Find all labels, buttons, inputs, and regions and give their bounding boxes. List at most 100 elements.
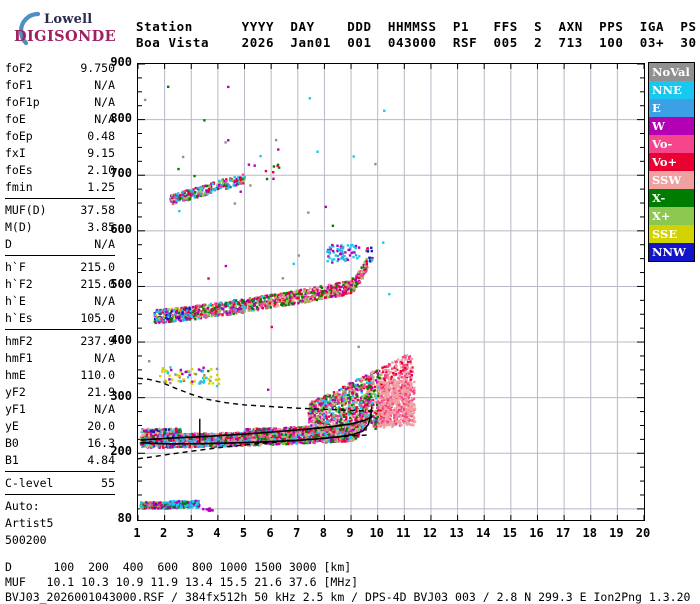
x-tick-label: 16 — [521, 526, 551, 540]
y-tick-label: 200 — [96, 444, 132, 458]
y-tick-label: 600 — [96, 222, 132, 236]
table-divider-4 — [5, 471, 115, 472]
param-value: 9.15 — [87, 145, 115, 162]
legend-item-sse[interactable]: SSE — [649, 225, 694, 243]
param-key: foF1p — [5, 94, 40, 111]
plot-gridlines — [138, 64, 644, 520]
legend-item-ssw[interactable]: SSW — [649, 171, 694, 189]
x-tick-label: 1 — [122, 526, 152, 540]
param-value: N/A — [94, 236, 115, 253]
param-key: h`F — [5, 259, 26, 276]
param-row-hes: h`Es 105.0 — [5, 310, 115, 327]
lowell-digisonde-logo: Lowell DIGISONDE — [8, 8, 128, 50]
table-divider-3 — [5, 329, 115, 330]
param-key: hmF1 — [5, 350, 33, 367]
param-key: foEp — [5, 128, 33, 145]
param-value: N/A — [94, 293, 115, 310]
param-key: yF1 — [5, 401, 26, 418]
param-key: D — [5, 236, 12, 253]
y-tick-label: 80 — [96, 511, 132, 525]
param-key: MUF(D) — [5, 202, 47, 219]
param-key: foEs — [5, 162, 33, 179]
legend-item-noval[interactable]: NoVal — [649, 63, 694, 81]
plot-ticks — [138, 64, 644, 520]
param-value: 105.0 — [80, 310, 115, 327]
param-key: foF1 — [5, 77, 33, 94]
param-key: hmE — [5, 367, 26, 384]
legend-item-nne[interactable]: NNE — [649, 81, 694, 99]
y-tick-label: 400 — [96, 333, 132, 347]
x-tick-label: 15 — [495, 526, 525, 540]
legend-item-nnw[interactable]: NNW — [649, 243, 694, 261]
x-tick-label: 20 — [628, 526, 658, 540]
param-value: N/A — [94, 350, 115, 367]
legend-item-x[interactable]: X- — [649, 189, 694, 207]
y-tick-label: 300 — [96, 389, 132, 403]
param-row-fof1p: foF1p N/A — [5, 94, 115, 111]
x-tick-label: 6 — [255, 526, 285, 540]
x-tick-label: 17 — [548, 526, 578, 540]
legend-item-vo[interactable]: Vo- — [649, 135, 694, 153]
param-value: 20.0 — [87, 418, 115, 435]
x-tick-label: 3 — [175, 526, 205, 540]
param-value: 55 — [101, 475, 115, 492]
y-tick-label: 700 — [96, 166, 132, 180]
param-key: B0 — [5, 435, 19, 452]
x-tick-label: 9 — [335, 526, 365, 540]
param-value: N/A — [94, 94, 115, 111]
table-divider-2 — [5, 255, 115, 256]
param-key: M(D) — [5, 219, 33, 236]
param-row-mufd: MUF(D)37.58 — [5, 202, 115, 219]
param-key: yF2 — [5, 384, 26, 401]
param-value: N/A — [94, 401, 115, 418]
table-divider-1 — [5, 198, 115, 199]
param-row-hf: h`F 215.0 — [5, 259, 115, 276]
param-value: N/A — [94, 77, 115, 94]
y-tick-label: 500 — [96, 277, 132, 291]
param-key: fxI — [5, 145, 26, 162]
x-tick-label: 10 — [362, 526, 392, 540]
x-tick-label: 7 — [282, 526, 312, 540]
param-row-he: h`E N/A — [5, 293, 115, 310]
param-value: 1.25 — [87, 179, 115, 196]
param-row-hme: hmE 110.0 — [5, 367, 115, 384]
x-tick-label: 13 — [442, 526, 472, 540]
param-key: yE — [5, 418, 19, 435]
logo-digisonde-text: DIGISONDE — [14, 28, 116, 45]
param-key: h`F2 — [5, 276, 33, 293]
param-key: B1 — [5, 452, 19, 469]
param-value: 215.0 — [80, 259, 115, 276]
param-row-fxi: fxI 9.15 — [5, 145, 115, 162]
station-header: Station YYYY DAY DDD HHMMSS P1 FFS S AXN… — [136, 19, 697, 51]
x-tick-label: 18 — [575, 526, 605, 540]
param-key: h`Es — [5, 310, 33, 327]
param-row-d: D N/A — [5, 236, 115, 253]
legend-item-x[interactable]: X+ — [649, 207, 694, 225]
x-tick-label: 12 — [415, 526, 445, 540]
ionogram-plot[interactable] — [137, 63, 645, 521]
param-row-ye: yE 20.0 — [5, 418, 115, 435]
param-key: fmin — [5, 179, 33, 196]
x-tick-label: 4 — [202, 526, 232, 540]
y-tick-label: 800 — [96, 111, 132, 125]
footer-muf-row: MUF 10.1 10.3 10.9 11.9 13.4 15.5 21.6 3… — [5, 575, 358, 589]
x-tick-label: 5 — [229, 526, 259, 540]
header-values-row: Boa Vista 2026 Jan01 001 043000 RSF 005 … — [136, 35, 697, 50]
legend-item-w[interactable]: W — [649, 117, 694, 135]
legend-item-vo[interactable]: Vo+ — [649, 153, 694, 171]
param-key: h`E — [5, 293, 26, 310]
y-tick-label: 900 — [96, 55, 132, 69]
param-value: 110.0 — [80, 367, 115, 384]
param-key: foF2 — [5, 60, 33, 77]
x-tick-label: 8 — [308, 526, 338, 540]
legend-item-e[interactable]: E — [649, 99, 694, 117]
x-tick-label: 2 — [149, 526, 179, 540]
param-key: hmF2 — [5, 333, 33, 350]
x-tick-label: 14 — [468, 526, 498, 540]
header-labels-row: Station YYYY DAY DDD HHMMSS P1 FFS S AXN… — [136, 19, 697, 34]
